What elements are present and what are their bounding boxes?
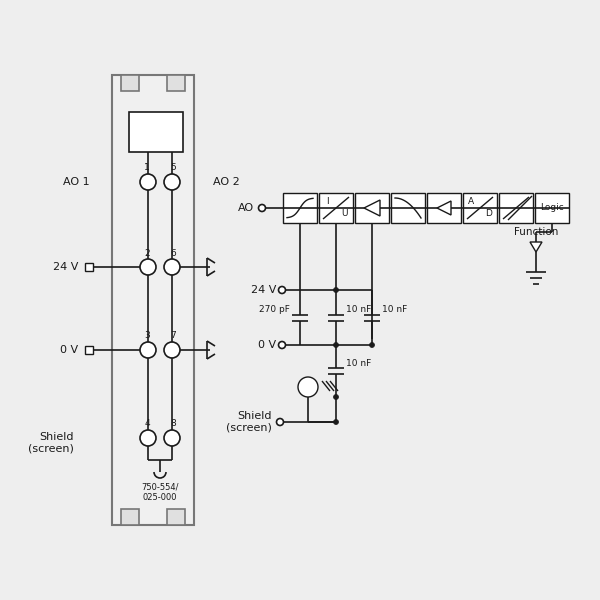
Text: AO 1: AO 1 [64,177,90,187]
Text: 7: 7 [170,331,176,340]
Circle shape [298,377,318,397]
Text: Function: Function [514,227,558,237]
Circle shape [140,342,156,358]
Bar [112,75,194,525]
Circle shape [164,430,180,446]
Circle shape [259,205,265,211]
Text: 10 nF: 10 nF [346,358,371,367]
Circle shape [334,343,338,347]
Bar [121,75,139,91]
Bar [319,193,353,223]
Circle shape [140,430,156,446]
Text: U: U [342,209,348,218]
Text: 4: 4 [144,419,150,428]
Text: 24 V: 24 V [251,285,276,295]
Bar [499,193,533,223]
Circle shape [278,286,286,293]
Bar [85,263,93,271]
Text: A: A [468,197,474,206]
Text: Shield
(screen): Shield (screen) [28,432,74,454]
Circle shape [277,419,284,425]
Polygon shape [437,201,451,215]
Circle shape [164,259,180,275]
Polygon shape [530,242,542,252]
Circle shape [140,174,156,190]
Circle shape [278,341,286,349]
Text: 3: 3 [144,331,150,340]
Text: I: I [326,197,328,206]
Circle shape [140,259,156,275]
Bar [129,112,183,152]
Bar [283,193,317,223]
Polygon shape [364,200,380,216]
Text: 8: 8 [170,419,176,428]
Bar [355,193,389,223]
Text: 750-554/
025-000: 750-554/ 025-000 [141,482,179,502]
Text: AO 2: AO 2 [213,177,240,187]
Text: Shield
(screen): Shield (screen) [226,411,272,433]
Text: 270 pF: 270 pF [259,305,290,314]
Text: 10 nF: 10 nF [346,305,371,314]
Text: 0 V: 0 V [60,345,78,355]
Bar [85,346,93,354]
Circle shape [164,174,180,190]
Text: 0 V: 0 V [258,340,276,350]
Bar [427,193,461,223]
Text: AO: AO [238,203,254,213]
Bar [167,509,185,525]
Text: Logic: Logic [540,203,564,212]
Bar [535,193,569,223]
Text: 6: 6 [170,248,176,257]
Bar [463,193,497,223]
Bar [167,75,185,91]
Text: 1: 1 [144,163,150,173]
Circle shape [334,287,338,292]
Circle shape [334,395,338,400]
Text: 5: 5 [170,163,176,173]
Text: D: D [485,209,493,218]
Circle shape [334,419,338,425]
Bar [391,193,425,223]
Text: 2: 2 [144,248,150,257]
Text: 24 V: 24 V [53,262,78,272]
Circle shape [370,343,374,347]
Circle shape [164,342,180,358]
Text: 10 nF: 10 nF [382,305,407,314]
Bar [121,509,139,525]
